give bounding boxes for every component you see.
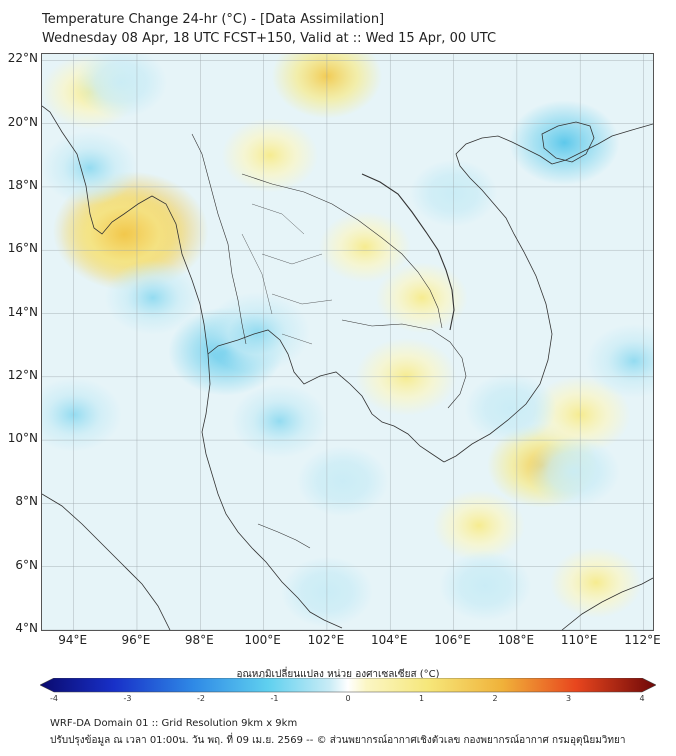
cool-anomaly	[464, 373, 557, 444]
latitude-label: 16°N	[7, 241, 38, 256]
border-cambodia	[341, 319, 467, 409]
colorbar-title: อุณหภูมิเปลี่ยนแปลง หน่วย องศาเซลเซียส (…	[236, 669, 440, 680]
colorbar-tick-label: 0	[345, 694, 351, 703]
colorbar-tick-label: -4	[50, 694, 58, 703]
colorbar-tick-label: 4	[639, 694, 645, 703]
cool-anomaly	[42, 130, 138, 206]
temperature-change-map	[42, 54, 653, 630]
warm-anomaly	[432, 490, 525, 562]
colorbar-tick-label: 3	[565, 694, 572, 703]
latitude-label: 10°N	[7, 431, 38, 446]
warm-anomaly	[375, 262, 468, 334]
colorbar-ramp	[40, 678, 656, 693]
latitude-label: 4°N	[15, 621, 38, 635]
latitude-label: 12°N	[7, 367, 38, 382]
coastline-mainland	[42, 105, 343, 629]
latitude-label: 6°N	[15, 557, 38, 572]
gridlines	[42, 54, 653, 630]
cool-anomaly	[231, 383, 328, 459]
colorbar-tick-label: -1	[270, 694, 279, 703]
anomaly-layer	[42, 54, 653, 628]
longitude-label: 108°E	[497, 633, 535, 647]
border-myanmar-thailand	[191, 133, 247, 345]
footer-model-info: WRF-DA Domain 01 :: Grid Resolution 9km …	[50, 718, 298, 729]
province-boundaries	[241, 203, 333, 345]
border-thailand-laos	[241, 173, 443, 329]
coastline-sumatra	[42, 493, 171, 630]
coastline-hainan	[541, 121, 595, 163]
cool-anomaly	[104, 260, 202, 335]
latitude-label: 18°N	[7, 177, 38, 192]
colorbar-tick-label: -2	[197, 694, 205, 703]
longitude-label: 106°E	[434, 633, 471, 647]
map-subtitle: Wednesday 08 Apr, 18 UTC FCST+150, Valid…	[42, 31, 497, 46]
coastline-china-south	[551, 123, 653, 165]
longitude-label: 110°E	[560, 633, 598, 647]
border-laos-vietnam	[361, 173, 455, 331]
latitude-label: 8°N	[15, 494, 38, 509]
colorbar-tick-label: 2	[492, 694, 498, 703]
cool-anomaly	[42, 377, 123, 452]
map-panel	[41, 53, 654, 631]
latitude-label: 20°N	[7, 114, 38, 129]
colorbar-tick-label: 1	[418, 694, 425, 703]
cool-anomaly	[296, 445, 389, 517]
colorbar	[40, 678, 656, 693]
longitude-label: 104°E	[370, 633, 408, 647]
cool-anomaly	[75, 54, 168, 118]
cool-anomaly	[527, 436, 620, 508]
cool-anomaly	[509, 100, 620, 186]
warm-anomaly	[60, 185, 189, 284]
cool-anomaly	[439, 550, 532, 622]
cool-anomaly	[204, 291, 311, 374]
footer-update-info: ปรับปรุงข้อมูล ณ เวลา 01:00น. วัน พฤ. ที…	[50, 735, 626, 746]
colorbar-tick-label: -3	[123, 694, 132, 703]
longitude-label: 98°E	[184, 633, 214, 647]
map-title: Temperature Change 24-hr (°C) - [Data As…	[42, 12, 385, 27]
longitude-label: 94°E	[58, 633, 88, 647]
longitude-label: 100°E	[244, 633, 281, 647]
warm-anomaly	[318, 211, 412, 283]
coastline-gulf-thailand	[207, 329, 445, 463]
coastlines-borders	[42, 105, 653, 630]
longitude-label: 102°E	[307, 633, 345, 647]
warm-anomaly	[549, 547, 643, 618]
latitude-label: 14°N	[7, 304, 38, 319]
coastline-vietnam	[443, 135, 553, 463]
longitude-label: 96°E	[121, 633, 151, 647]
warm-anomaly	[221, 118, 319, 193]
coastline-borneo	[561, 577, 653, 630]
border-thailand-malaysia	[257, 523, 311, 549]
longitude-label: 112°E	[624, 633, 661, 647]
latitude-label: 22°N	[7, 51, 38, 66]
cool-anomaly	[585, 323, 653, 399]
